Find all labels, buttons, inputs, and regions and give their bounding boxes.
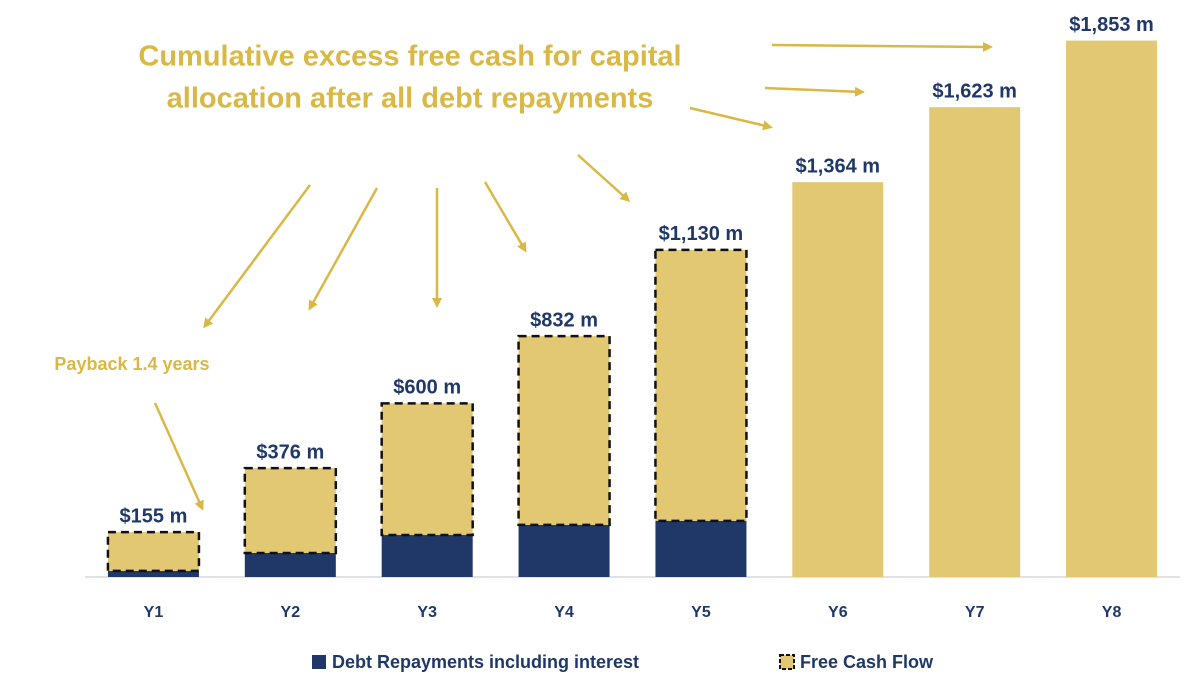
x-tick-label: Y1 [144,604,164,621]
bar-segment [244,552,336,577]
bar-segment [792,182,884,577]
bar-segment [517,334,611,527]
legend-swatch [312,655,326,669]
legend-swatch [779,654,795,670]
arrows [153,41,993,511]
bar-segment [380,402,474,537]
total-label: $1,623 m [932,80,1017,102]
annotation: allocation after all debt repayments [167,83,654,115]
bar-segment [518,524,610,577]
total-label: $376 m [256,441,324,463]
total-label: $600 m [393,377,461,399]
total-label: $832 m [530,309,598,331]
bar-segment [106,530,201,573]
total-label: $155 m [120,505,188,527]
legend-label: Free Cash Flow [800,652,934,672]
bar-segment [1066,40,1158,577]
x-tick-label: Y6 [828,604,848,621]
bar-segment [654,248,748,523]
x-tick-label: Y7 [965,604,985,621]
annotation: Cumulative excess free cash for capital [138,41,681,73]
legend-label: Debt Repayments including interest [332,652,639,672]
x-tick-label: Y4 [554,604,574,621]
total-label: $1,364 m [796,155,881,177]
bar-segment [929,107,1021,578]
total-label: $1,853 m [1069,14,1154,36]
bar-segment [243,466,338,555]
bar-segment [381,535,473,577]
annotation: Payback 1.4 years [54,354,209,374]
x-tick-label: Y3 [417,604,437,621]
bar-segment [655,520,747,577]
x-tick-label: Y8 [1102,604,1122,621]
x-tick-label: Y2 [281,604,301,621]
x-tick-label: Y5 [691,604,711,621]
total-label: $1,130 m [659,223,744,245]
bar-segment [107,570,199,577]
